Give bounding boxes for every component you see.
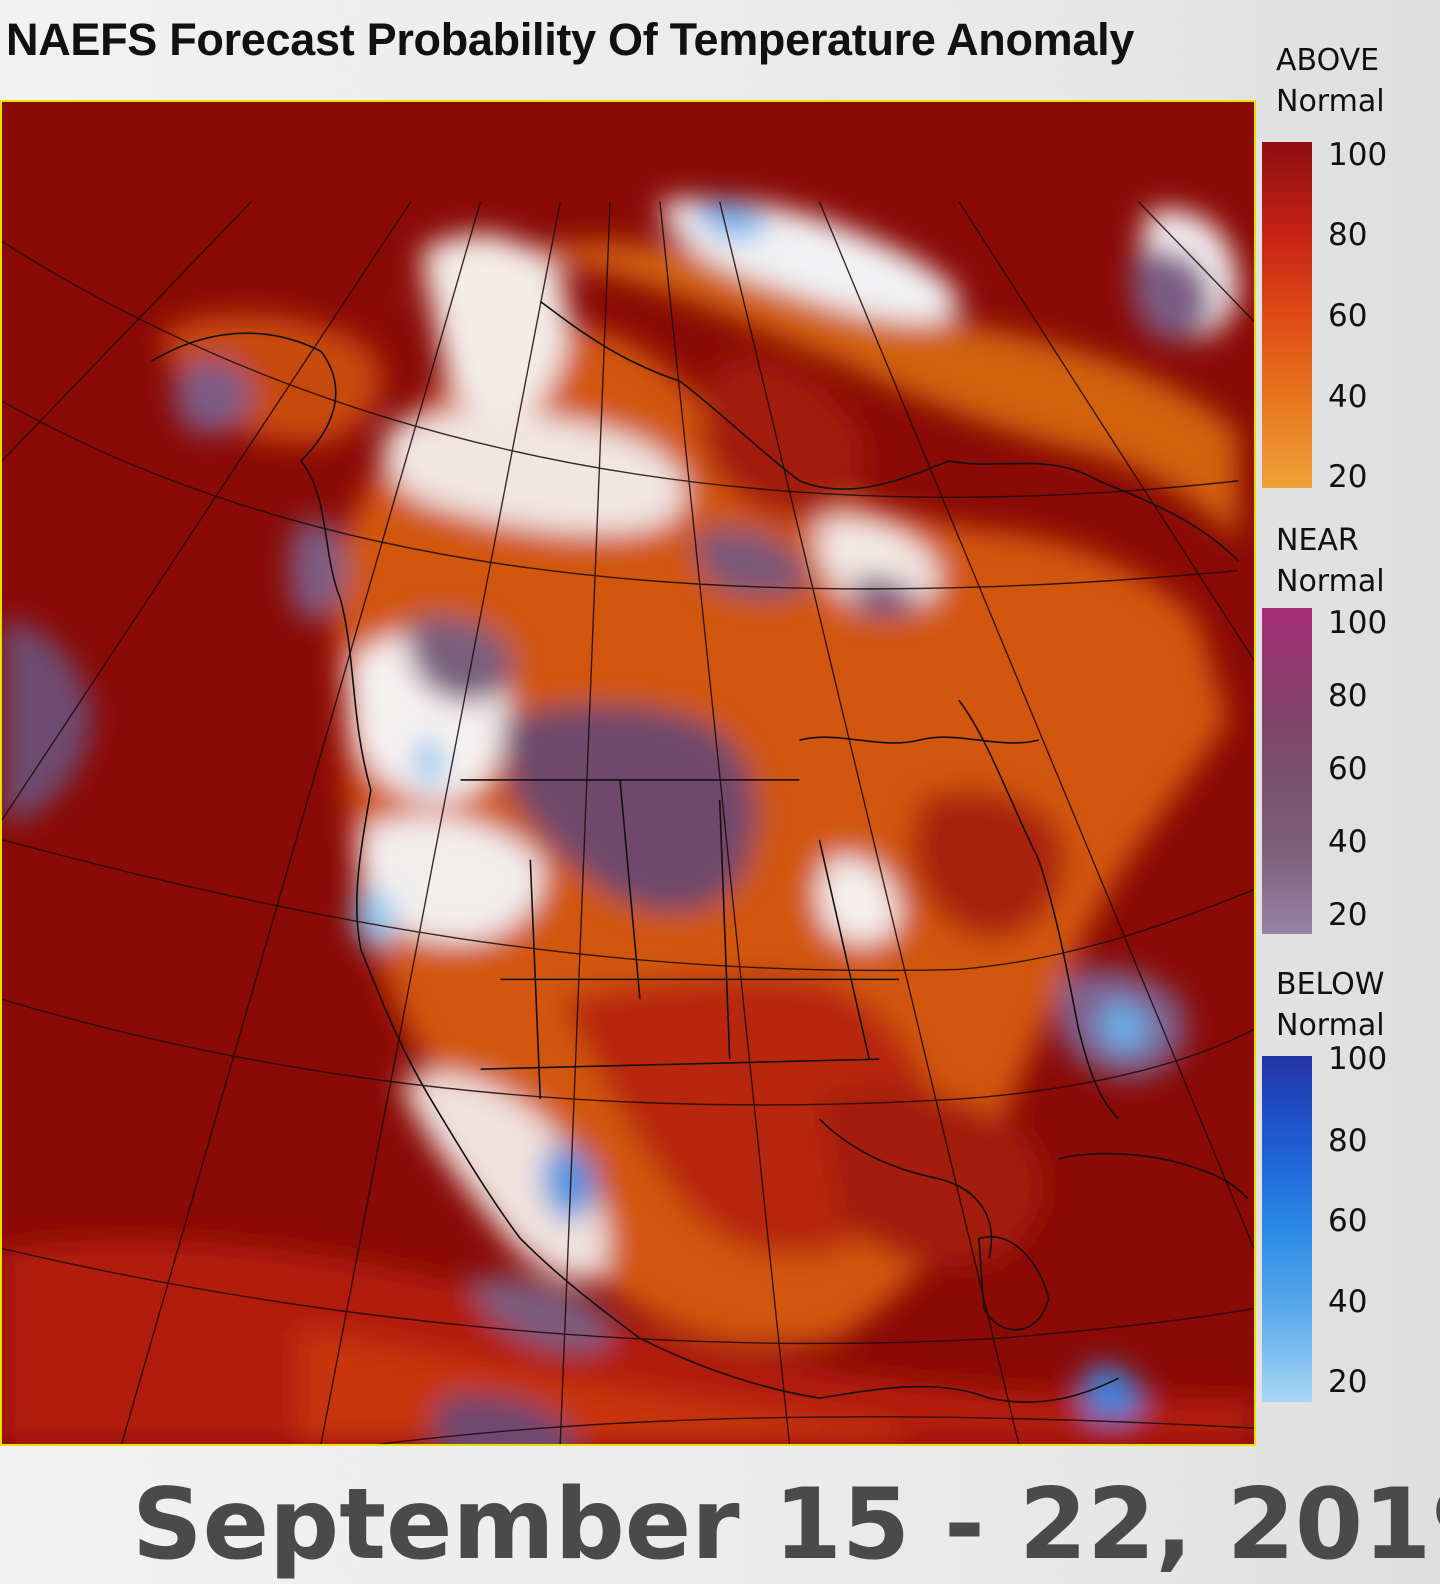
legend-near-title: NEAR <box>1276 523 1359 558</box>
legend-near-subtitle: Normal <box>1276 564 1385 599</box>
legend-above-subtitle: Normal <box>1276 84 1385 119</box>
legend-near-tick: 40 <box>1328 824 1368 860</box>
forecast-map <box>0 100 1256 1446</box>
legend-above-tick: 80 <box>1328 217 1368 253</box>
map-coastlines <box>151 300 1249 1403</box>
legend-near-tick: 60 <box>1328 751 1368 787</box>
legend-near-tick: 20 <box>1328 897 1368 933</box>
legend-below-tick: 100 <box>1328 1041 1388 1077</box>
legend-above-colorbar <box>1262 142 1312 488</box>
legend-above-tick: 20 <box>1328 459 1368 495</box>
legend-below-colorbar <box>1262 1056 1312 1402</box>
legend-below-tick: 20 <box>1328 1364 1368 1400</box>
legend-above-tick: 60 <box>1328 298 1368 334</box>
map-graticule <box>2 201 1254 1444</box>
map-canvas <box>2 102 1254 1444</box>
legend-near-tick: 80 <box>1328 678 1368 714</box>
legend-above-tick: 100 <box>1328 137 1388 173</box>
legend-below-subtitle: Normal <box>1276 1008 1385 1043</box>
legend-near-tick: 100 <box>1328 605 1388 641</box>
legend-below-tick: 80 <box>1328 1123 1368 1159</box>
legend-above-tick: 40 <box>1328 379 1368 415</box>
legend-below-title: BELOW <box>1276 967 1385 1002</box>
legend-above-title: ABOVE <box>1276 43 1380 78</box>
map-title: NAEFS Forecast Probability Of Temperatur… <box>6 14 1135 65</box>
legend-near-colorbar <box>1262 608 1312 934</box>
legend-below-tick: 40 <box>1328 1284 1368 1320</box>
probability-fields <box>2 199 1254 1444</box>
forecast-date-range: September 15 - 22, 2019 <box>132 1468 1440 1582</box>
legend-below-tick: 60 <box>1328 1203 1368 1239</box>
